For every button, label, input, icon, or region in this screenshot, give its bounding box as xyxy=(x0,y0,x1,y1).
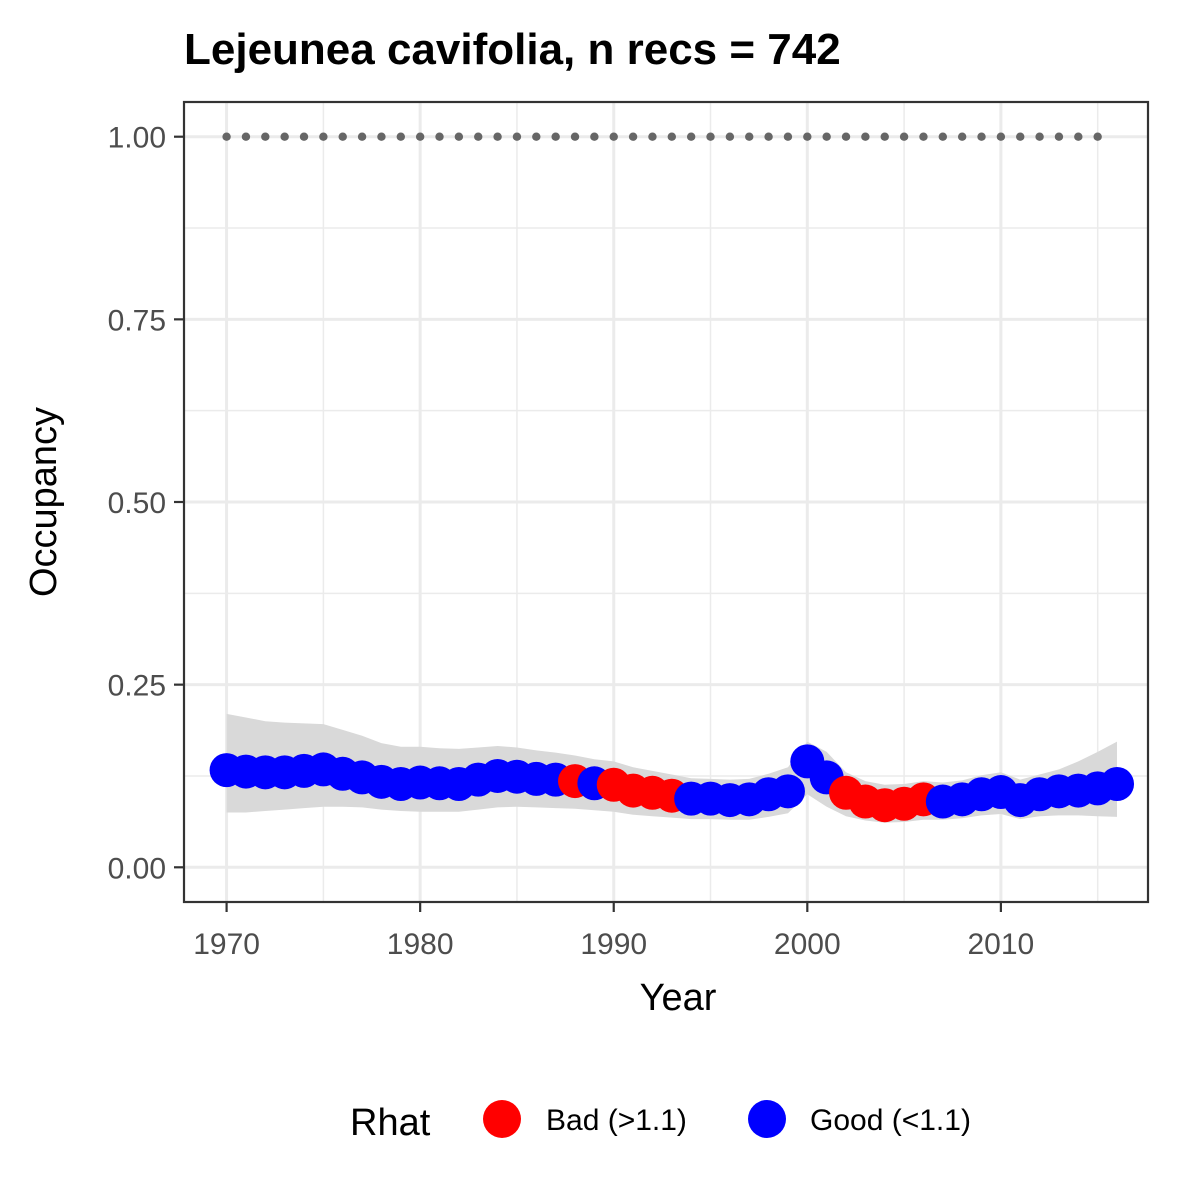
y-tick-label: 0.00 xyxy=(108,852,166,885)
reference-point xyxy=(996,132,1006,141)
y-axis-title: Occupancy xyxy=(23,407,65,597)
reference-point xyxy=(725,132,735,141)
reference-point xyxy=(938,132,948,141)
reference-point xyxy=(609,132,618,141)
x-tick-label: 1980 xyxy=(387,928,454,961)
reference-point xyxy=(338,132,347,141)
reference-point xyxy=(551,132,560,141)
reference-point xyxy=(222,132,231,141)
reference-point xyxy=(241,132,251,141)
reference-point xyxy=(648,132,657,141)
reference-point xyxy=(1093,132,1102,141)
reference-point xyxy=(512,132,522,141)
reference-point xyxy=(1016,132,1025,141)
reference-point xyxy=(1054,132,1064,141)
reference-point xyxy=(1035,132,1044,141)
reference-point xyxy=(1074,132,1083,141)
x-axis-title: Year xyxy=(640,977,717,1019)
reference-point xyxy=(570,132,580,141)
reference-point xyxy=(822,132,831,141)
reference-point xyxy=(532,132,541,141)
legend-label-good: Good (<1.1) xyxy=(810,1104,971,1137)
reference-point xyxy=(454,132,464,141)
y-tick-label: 0.25 xyxy=(108,670,166,703)
reference-point xyxy=(396,132,406,141)
data-point-good xyxy=(1100,767,1135,802)
data-point-good xyxy=(770,774,805,809)
reference-point xyxy=(415,132,425,141)
y-axis: 0.00 0.25 0.50 0.75 1.00 xyxy=(108,122,184,885)
x-tick-label: 1990 xyxy=(580,928,647,961)
reference-point xyxy=(880,132,889,141)
reference-point xyxy=(803,132,812,141)
legend-title: Rhat xyxy=(350,1102,431,1144)
reference-point xyxy=(319,132,328,141)
x-axis: 1970 1980 1990 2000 2010 xyxy=(193,902,1034,961)
reference-point xyxy=(919,132,928,141)
reference-point xyxy=(861,132,870,141)
reference-point xyxy=(899,132,909,141)
legend-key-bad xyxy=(483,1100,521,1138)
legend-key-good xyxy=(748,1100,786,1138)
chart-title: Lejeunea cavifolia, n recs = 742 xyxy=(184,25,841,74)
reference-point xyxy=(667,132,677,141)
reference-point xyxy=(686,132,696,141)
legend: Rhat Bad (>1.1) Good (<1.1) xyxy=(350,1100,971,1144)
reference-points-layer xyxy=(222,132,1102,141)
reference-point xyxy=(299,132,309,141)
reference-point xyxy=(628,132,638,141)
reference-point xyxy=(590,132,599,141)
reference-point xyxy=(261,132,270,141)
reference-point xyxy=(841,132,851,141)
y-tick-label: 1.00 xyxy=(108,122,166,155)
reference-point xyxy=(493,132,502,141)
reference-point xyxy=(280,132,289,141)
reference-point xyxy=(474,132,483,141)
reference-point xyxy=(377,132,386,141)
x-tick-label: 2000 xyxy=(774,928,841,961)
reference-point xyxy=(357,132,367,141)
reference-point xyxy=(783,132,793,141)
x-tick-label: 1970 xyxy=(193,928,260,961)
reference-point xyxy=(435,132,444,141)
occupancy-points-layer xyxy=(209,744,1135,823)
y-tick-label: 0.75 xyxy=(108,304,166,337)
reference-point xyxy=(977,132,986,141)
reference-point xyxy=(706,132,715,141)
reference-point xyxy=(745,132,754,141)
reference-point xyxy=(957,132,967,141)
y-tick-label: 0.50 xyxy=(108,487,166,520)
reference-point xyxy=(764,132,773,141)
x-tick-label: 2010 xyxy=(968,928,1035,961)
legend-label-bad: Bad (>1.1) xyxy=(546,1104,687,1137)
